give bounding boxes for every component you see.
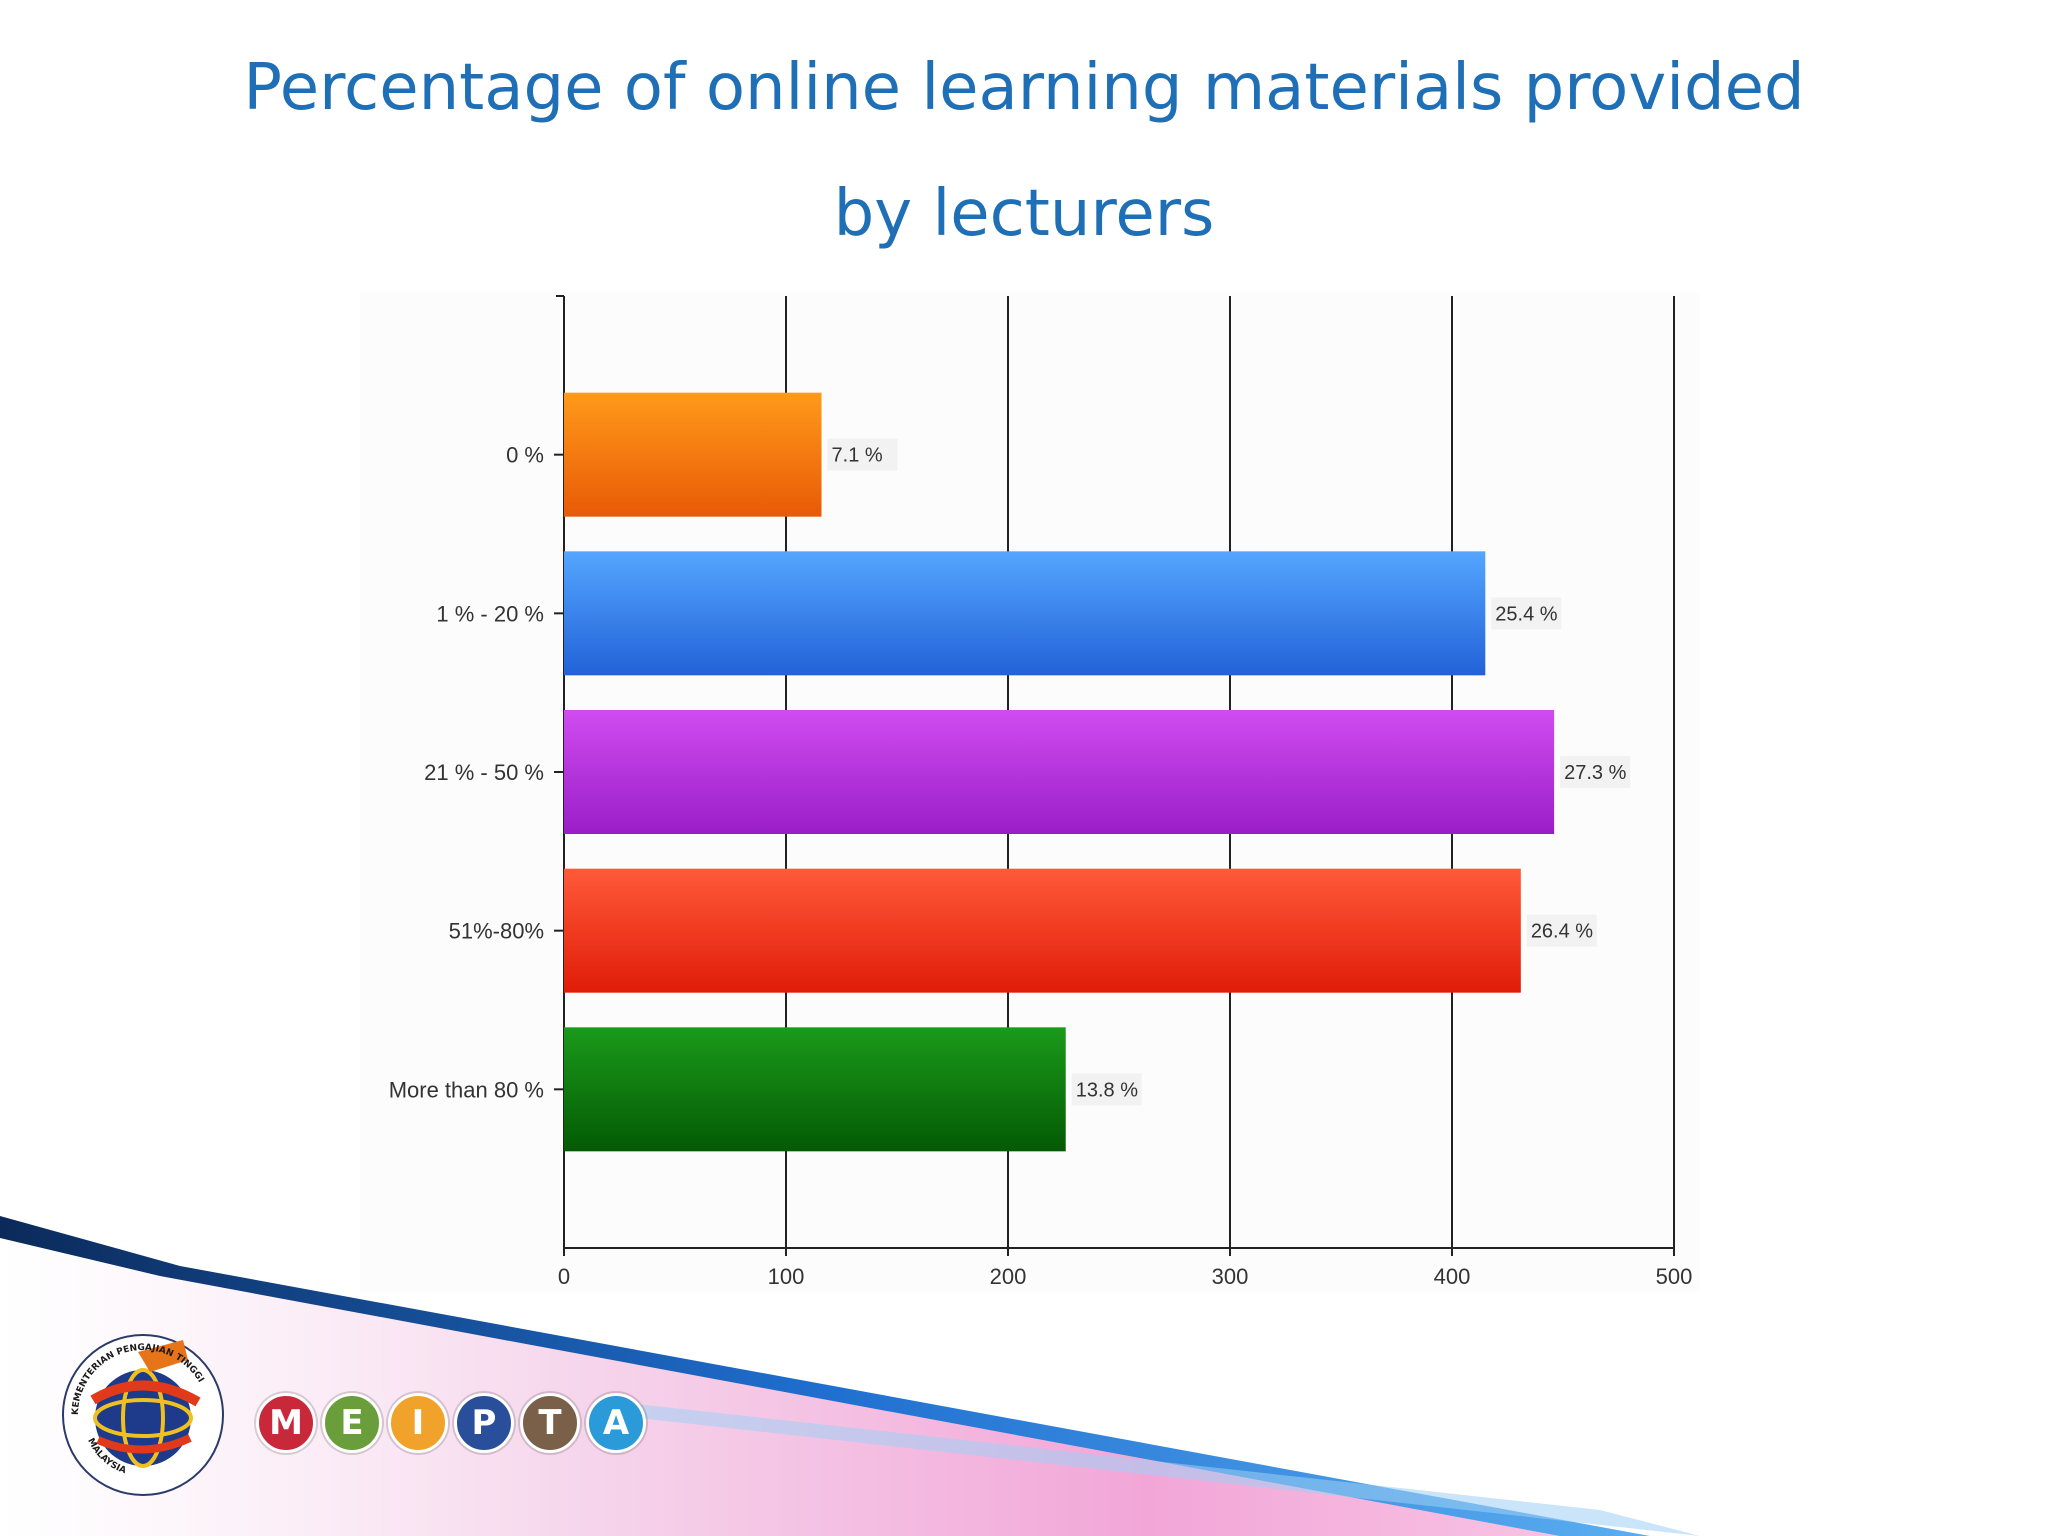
chart-title-line-1: Percentage of online learning materials … [243, 51, 1805, 125]
data-label: 27.3 % [1564, 762, 1626, 784]
data-label: 7.1 % [832, 445, 883, 467]
data-label: 13.8 % [1076, 1079, 1138, 1101]
category-label: 51%-80% [449, 919, 544, 944]
category-label: 1 % - 20 % [436, 601, 544, 626]
bar [564, 868, 1521, 993]
bar [564, 710, 1555, 834]
x-tick-label: 0 [558, 1264, 570, 1289]
data-label: 26.4 % [1531, 921, 1593, 943]
data-label-background [1071, 1073, 1142, 1106]
mortarboard-icon [138, 1340, 188, 1372]
chart-title-line-2: by lecturers [833, 177, 1215, 251]
x-tick-label: 500 [1656, 1264, 1693, 1289]
x-tick-label: 300 [1212, 1264, 1249, 1289]
data-label: 25.4 % [1495, 603, 1557, 625]
footer-light-stripe [600, 1400, 1700, 1536]
meipta-letter: T [520, 1393, 580, 1453]
x-tick-label: 400 [1434, 1264, 1471, 1289]
meipta-letter: P [454, 1393, 514, 1453]
meipta-letter: M [256, 1393, 316, 1453]
chart-panel: 0 100 200 300 400 500 0 % 7.1 % 1 % - 20 % 25.4 %… [360, 292, 1700, 1292]
footer-pink-area [0, 1228, 1640, 1536]
category-label: 21 % - 50 % [424, 760, 544, 785]
footer-band [0, 1216, 1700, 1536]
meipta-letter: I [388, 1393, 448, 1453]
category-label: 0 % [506, 443, 544, 468]
bar-chart: 0 100 200 300 400 500 0 % 7.1 % 1 % - 20 % 25.4 %… [389, 295, 1693, 1289]
x-tick-label: 100 [768, 1264, 805, 1289]
globe-icon [95, 1370, 191, 1466]
data-label-background [827, 438, 898, 471]
meipta-letter: A [586, 1393, 646, 1453]
data-label-background [1526, 914, 1597, 947]
x-tick-label: 200 [990, 1264, 1027, 1289]
meipta-letter: E [322, 1393, 382, 1453]
bar [564, 392, 822, 517]
category-label: More than 80 % [389, 1077, 544, 1102]
bar [564, 1027, 1066, 1152]
ministry-seal-logo: KEMENTERIAN PENGAJIAN TINGGI MALAYSIA [58, 1330, 228, 1500]
data-label-background [1491, 597, 1562, 630]
data-label-background [1560, 756, 1631, 788]
bar [564, 551, 1486, 676]
